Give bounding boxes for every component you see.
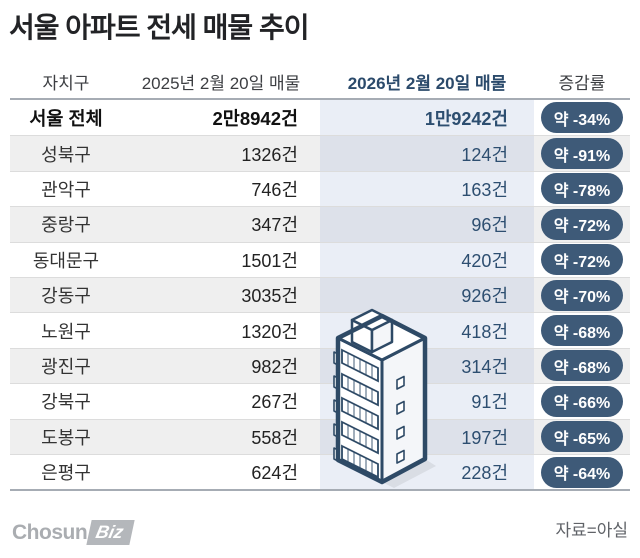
change-cell: 약 -68%	[534, 315, 630, 347]
change-cell: 약 -65%	[534, 421, 630, 453]
table-row: 강동구 3035건 926건 약 -70%	[10, 276, 630, 313]
change-cell: 약 -72%	[534, 244, 630, 276]
change-badge: 약 -66%	[540, 385, 624, 417]
change-cell: 약 -68%	[534, 350, 630, 382]
change-cell: 약 -72%	[534, 208, 630, 240]
change-cell: 약 -78%	[534, 173, 630, 205]
listings-table: 자치구 2025년 2월 20일 매물 2026년 2월 20일 매물 증감률 …	[10, 64, 630, 492]
change-badge: 약 -68%	[540, 315, 624, 347]
table-row: 관악구 746건 163건 약 -78%	[10, 170, 630, 207]
change-badge: 약 -34%	[540, 102, 624, 134]
change-cell: 약 -34%	[534, 102, 630, 134]
count-2026: 418건	[320, 313, 534, 348]
table-body: 서울 전체 2만8942건 1만9242건 약 -34% 성북구 1326건 1…	[10, 98, 630, 492]
change-cell: 약 -66%	[534, 385, 630, 417]
table-row: 동대문구 1501건 420건 약 -72%	[10, 241, 630, 277]
count-2025: 1320건	[241, 321, 298, 342]
count-2026: 91건	[320, 384, 534, 419]
district-name: 광진구	[41, 356, 91, 377]
table-row: 중랑구 347건 96건 약 -72%	[10, 206, 630, 242]
count-2026: 96건	[320, 207, 534, 242]
chosunbiz-logo-chosun: Chosun	[12, 520, 88, 544]
count-2025: 267건	[251, 392, 298, 413]
count-2026: 124건	[320, 136, 534, 171]
district-name: 중랑구	[41, 215, 91, 236]
count-2026: 197건	[320, 419, 534, 454]
table-header: 자치구 2025년 2월 20일 매물 2026년 2월 20일 매물 증감률	[10, 64, 630, 98]
district-name: 강동구	[41, 286, 91, 307]
count-2025: 746건	[251, 179, 298, 200]
header-district: 자치구	[42, 73, 90, 93]
count-2025: 558건	[251, 427, 298, 448]
change-badge: 약 -65%	[540, 421, 624, 453]
change-badge: 약 -78%	[540, 173, 624, 205]
district-name: 동대문구	[32, 250, 100, 271]
header-change: 증감률	[558, 73, 606, 93]
count-2026: 926건	[320, 277, 534, 313]
change-badge: 약 -91%	[540, 138, 624, 170]
district-name: 성북구	[41, 144, 91, 165]
count-2025: 1326건	[241, 144, 298, 165]
count-2026: 420건	[320, 242, 534, 277]
district-name: 은평구	[41, 463, 91, 484]
district-name: 관악구	[41, 179, 91, 200]
count-2025: 2만8942건	[212, 107, 298, 129]
district-name: 노원구	[41, 321, 91, 342]
count-2025: 1501건	[241, 250, 298, 271]
count-2025: 3035건	[241, 286, 298, 307]
change-badge: 약 -72%	[540, 208, 624, 240]
chosunbiz-logo-biz: Biz	[86, 520, 135, 545]
count-2026: 228건	[320, 454, 534, 490]
table-row: 광진구 982건 314건 약 -68%	[10, 347, 630, 384]
chosunbiz-logo: Chosun Biz	[12, 520, 135, 545]
district-name: 도봉구	[41, 427, 91, 448]
table-row: 노원구 1320건 418건 약 -68%	[10, 312, 630, 348]
data-source-label: 자료=아실	[555, 521, 629, 540]
header-2025: 2025년 2월 20일 매물	[141, 73, 301, 93]
table-row: 은평구 624건 228건 약 -64%	[10, 453, 630, 490]
table-row: 성북구 1326건 124건 약 -91%	[10, 135, 630, 171]
count-2025: 982건	[251, 356, 298, 377]
district-name: 서울 전체	[29, 107, 103, 129]
change-badge: 약 -70%	[540, 279, 624, 311]
count-2026: 1만9242건	[320, 100, 534, 136]
change-cell: 약 -91%	[534, 138, 630, 170]
change-badge: 약 -68%	[540, 350, 624, 382]
count-2025: 624건	[251, 463, 298, 484]
change-cell: 약 -70%	[534, 279, 630, 311]
table-row: 강북구 267건 91건 약 -66%	[10, 383, 630, 419]
table-row: 도봉구 558건 197건 약 -65%	[10, 418, 630, 454]
change-cell: 약 -64%	[534, 456, 630, 488]
header-2026: 2026년 2월 20일 매물	[347, 73, 507, 93]
page-title: 서울 아파트 전세 매물 추이	[9, 12, 309, 43]
count-2026: 163건	[320, 171, 534, 207]
change-badge: 약 -64%	[540, 456, 624, 488]
table-row: 서울 전체 2만8942건 1만9242건 약 -34%	[10, 100, 630, 136]
change-badge: 약 -72%	[540, 244, 624, 276]
district-name: 강북구	[41, 392, 91, 413]
count-2026: 314건	[320, 348, 534, 384]
count-2025: 347건	[251, 215, 298, 236]
